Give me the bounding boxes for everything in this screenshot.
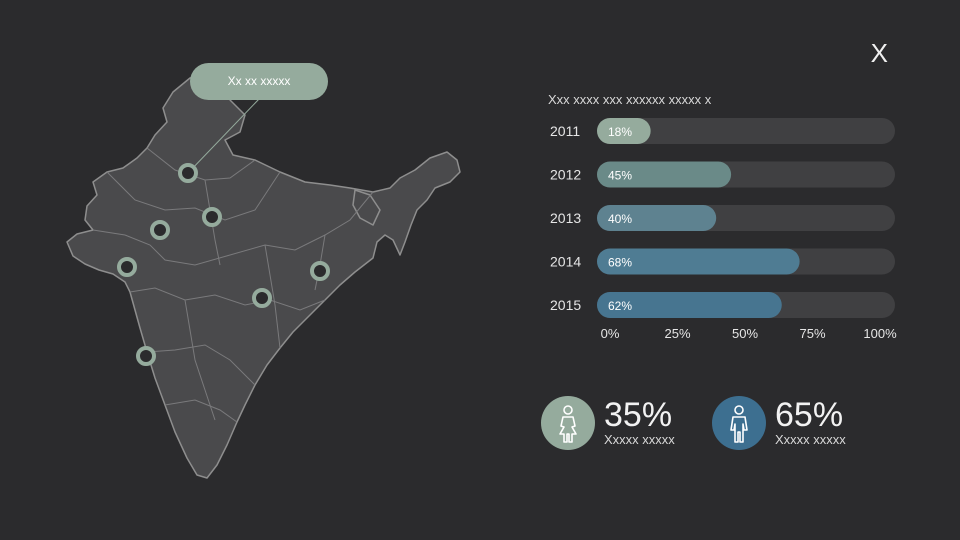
map-marker[interactable] xyxy=(150,220,170,240)
bar xyxy=(597,248,800,275)
india-map xyxy=(66,71,461,479)
stat-icon-circle xyxy=(541,396,595,450)
map-marker[interactable] xyxy=(117,257,137,277)
stat-percent: 65% xyxy=(775,396,844,434)
bar-value-label: 18% xyxy=(608,125,632,139)
map-marker[interactable] xyxy=(136,346,156,366)
map-marker[interactable] xyxy=(202,207,222,227)
bar xyxy=(597,161,732,188)
bar xyxy=(597,205,717,231)
bar xyxy=(597,292,782,318)
map-callout: Xx xx xxxxx xyxy=(190,63,328,100)
bar-value-label: 68% xyxy=(608,256,632,270)
corner-mark: X xyxy=(870,38,888,68)
map-marker[interactable] xyxy=(178,163,198,183)
x-tick-label: 50% xyxy=(732,326,758,341)
category-label: 2011 xyxy=(550,123,580,139)
x-tick-label: 25% xyxy=(664,326,690,341)
bar-track xyxy=(597,118,895,144)
callout-line xyxy=(187,97,261,174)
bar-value-label: 45% xyxy=(608,169,632,183)
stat-percent: 35% xyxy=(604,396,673,434)
x-tick-label: 0% xyxy=(601,326,620,341)
stat-icon-circle xyxy=(712,396,766,450)
x-tick-label: 75% xyxy=(799,326,825,341)
male-person-icon xyxy=(730,405,748,443)
chart-title: Xxx xxxx xxx xxxxxx xxxxx x xyxy=(548,92,712,107)
map-marker[interactable] xyxy=(310,261,330,281)
female-person-icon xyxy=(559,405,577,443)
map-marker[interactable] xyxy=(252,288,272,308)
category-label: 2015 xyxy=(550,297,581,313)
bar xyxy=(597,118,651,144)
category-label: 2014 xyxy=(550,254,581,270)
map-markers xyxy=(117,163,330,366)
bar-value-label: 40% xyxy=(608,212,632,226)
x-tick-label: 100% xyxy=(863,326,897,341)
stat-male: 65% Xxxxx xxxxx xyxy=(712,396,872,452)
bar-value-label: 62% xyxy=(608,299,632,313)
stat-label: Xxxxx xxxxx xyxy=(604,432,675,447)
category-label: 2012 xyxy=(550,167,581,183)
stat-female: 35% Xxxxx xxxxx xyxy=(541,396,701,452)
stat-label: Xxxxx xxxxx xyxy=(775,432,846,447)
category-label: 2013 xyxy=(550,210,581,226)
